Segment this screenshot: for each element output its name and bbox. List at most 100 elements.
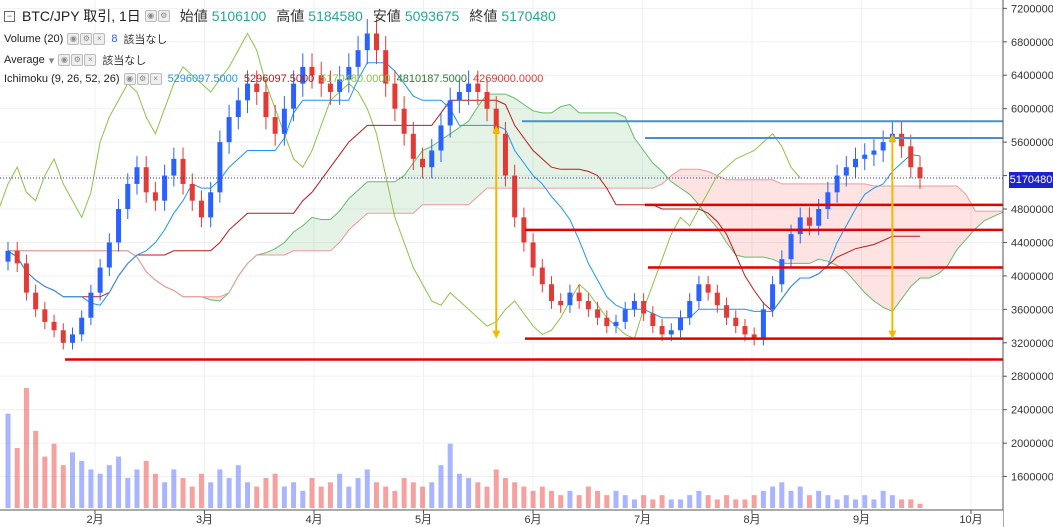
volume-bar [33, 430, 39, 508]
candle-body [51, 321, 57, 331]
candle-body [143, 167, 149, 193]
candle-body [217, 142, 223, 193]
gear-icon[interactable]: ⚙ [80, 33, 93, 45]
volume-bar [558, 495, 564, 508]
candle-body [466, 83, 472, 92]
close-value: 5170480 [501, 8, 556, 24]
cloud-segment [330, 211, 340, 251]
candle-body [438, 125, 444, 151]
cloud-segment [358, 181, 368, 222]
candle-body [724, 305, 730, 318]
volume-bar [641, 495, 647, 508]
volume-bar [475, 482, 481, 508]
kijun-value: 5296097.5000 [243, 73, 315, 85]
volume-bar [502, 478, 508, 508]
volume-bar [272, 473, 278, 508]
volume-bar [585, 486, 591, 508]
close-icon[interactable]: × [93, 33, 106, 45]
close-label: 終値 [469, 8, 498, 24]
volume-bar [291, 482, 297, 508]
cloud-segment [542, 112, 552, 189]
candle-body [659, 326, 665, 335]
cloud-segment [873, 186, 884, 308]
eye-icon[interactable]: ◉ [123, 73, 136, 85]
close-icon[interactable]: × [84, 54, 97, 66]
volume-bar [447, 443, 453, 508]
candle-body [88, 292, 94, 318]
candle-body [631, 300, 637, 310]
volume-bar [180, 478, 186, 508]
volume-legend[interactable]: Volume (20) ◉ ⚙ × 8 該当なし [4, 31, 167, 47]
ichimoku-legend[interactable]: Ichimoku (9, 26, 52, 26) ◉ ⚙ × 5296097.500… [4, 73, 543, 85]
series-controls[interactable]: ◉ ⚙ [144, 10, 170, 22]
price-tick-label: 3200000 [1011, 338, 1053, 350]
cloud-segment [671, 169, 681, 189]
minus-box-icon[interactable]: − [4, 10, 15, 22]
volume-bar [116, 456, 122, 508]
candle-body [337, 79, 343, 92]
cloud-segment [855, 183, 865, 293]
chikou-span-line [0, 32, 801, 340]
volume-bar [631, 499, 637, 508]
gear-icon[interactable]: ⚙ [71, 54, 84, 66]
price-tick-label: 3600000 [1011, 304, 1053, 316]
gear-icon[interactable]: ⚙ [136, 73, 149, 85]
close-icon[interactable]: × [149, 73, 162, 85]
volume-bar [364, 469, 370, 508]
eye-icon[interactable]: ◉ [67, 33, 80, 45]
time-tick-label: 8月 [743, 514, 760, 526]
candle-body [410, 133, 416, 159]
candle-body [705, 284, 711, 293]
candle-body [668, 330, 674, 335]
high-label: 高値 [276, 8, 305, 24]
price-tick-label: 6400000 [1011, 70, 1053, 82]
candle-body [760, 309, 766, 339]
cloud-segment [533, 110, 543, 189]
volume-label: Volume (20) [4, 33, 64, 45]
candle-body [272, 117, 278, 134]
candle-body [521, 217, 527, 243]
candle-body [152, 192, 158, 201]
volume-bar [217, 469, 223, 508]
candle-body [871, 150, 877, 155]
price-tick-label: 4800000 [1011, 204, 1053, 216]
cloud-segment [726, 179, 736, 255]
volume-controls[interactable]: ◉ ⚙ × [67, 33, 106, 45]
cloud-segment [523, 104, 534, 189]
cloud-segment [440, 133, 451, 205]
candle-body [797, 217, 803, 235]
candle-body [171, 158, 177, 176]
ichimoku-controls[interactable]: ◉ ⚙ × [123, 73, 162, 85]
volume-bar [189, 486, 195, 508]
volume-bar [797, 486, 803, 508]
candle-body [576, 292, 582, 301]
cloud-segment [984, 211, 994, 221]
cloud-segment [754, 179, 764, 258]
eye-icon[interactable]: ◉ [58, 54, 71, 66]
candle-body [853, 158, 859, 168]
candle-body [770, 284, 776, 310]
candle-body [862, 154, 868, 159]
cloud-segment [468, 106, 478, 205]
candle-body [429, 150, 435, 168]
span-a-value: 4810187.5000 [396, 73, 467, 85]
candle-body [134, 167, 140, 184]
time-axis[interactable]: 2月 3月 4月 5月 6月 7月 8月 9月 10月 [0, 509, 1003, 527]
gear-icon[interactable]: ⚙ [157, 10, 170, 22]
volume-bar [171, 469, 177, 508]
cloud-segment [772, 179, 782, 264]
price-axis[interactable]: 7200000680000064000006000000560000052000… [1002, 0, 1053, 527]
volume-bars [5, 388, 923, 508]
candle-body [475, 83, 481, 92]
candle-body [97, 267, 103, 293]
cloud-segment [625, 117, 635, 189]
eye-icon[interactable]: ◉ [144, 10, 157, 22]
candle-body [493, 108, 499, 134]
average-controls[interactable]: ◉ ⚙ × [58, 54, 97, 66]
average-legend[interactable]: Average ▾ ◉ ⚙ × 該当なし [4, 52, 146, 68]
time-tick-label: 6月 [524, 514, 541, 526]
candle-body [125, 183, 131, 210]
cloud-segment [744, 179, 755, 258]
dropdown-icon[interactable]: ▾ [48, 54, 55, 67]
